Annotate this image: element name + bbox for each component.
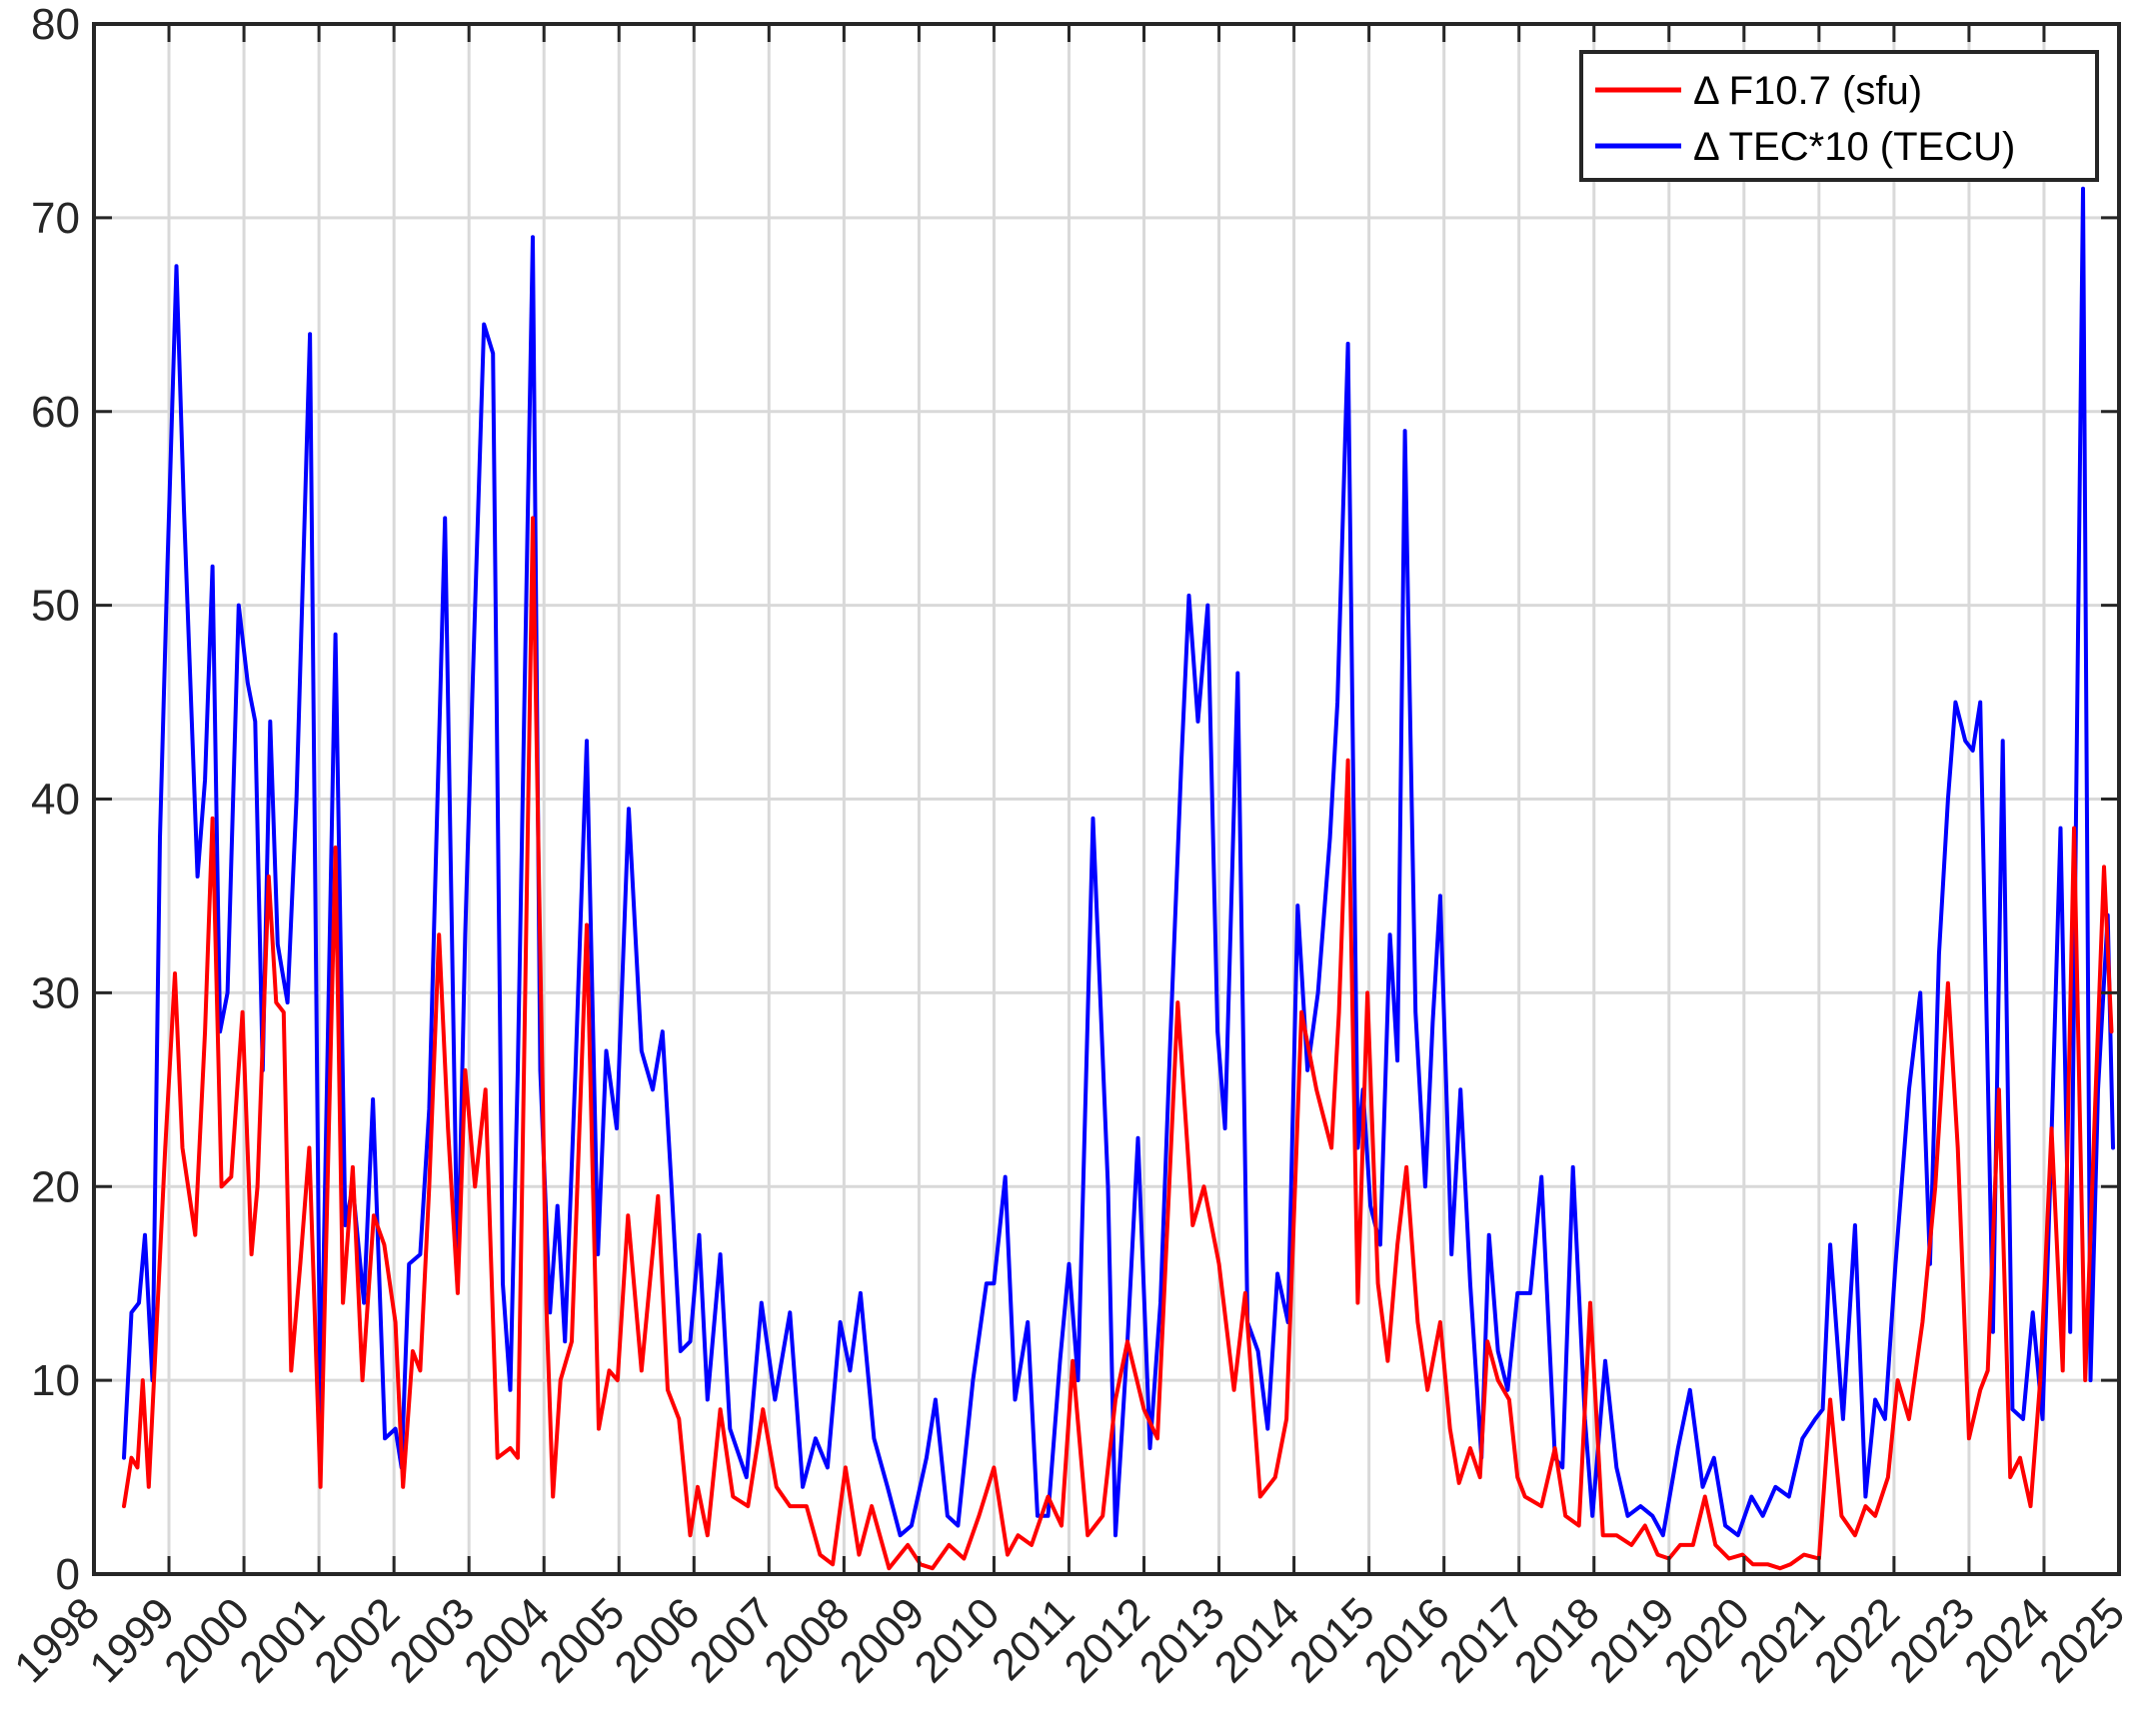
x-tick-label: 2019: [1580, 1588, 1684, 1692]
x-tick-label: 2005: [530, 1588, 634, 1692]
x-tick-label: 2018: [1505, 1588, 1609, 1692]
x-tick-label: 2023: [1880, 1588, 1984, 1692]
x-tick-label: 1998: [5, 1588, 109, 1692]
legend: Δ F10.7 (sfu) Δ TEC*10 (TECU): [1579, 50, 2099, 182]
x-tick-label: 2016: [1355, 1588, 1459, 1692]
x-tick-label: 2004: [455, 1588, 559, 1692]
series-layer: [122, 186, 2115, 1571]
y-tick-label: 30: [31, 968, 80, 1017]
y-tick-label: 70: [31, 194, 80, 243]
legend-box: [1579, 50, 2099, 182]
x-tick-label: 2015: [1280, 1588, 1384, 1692]
y-tick-label: 50: [31, 582, 80, 631]
y-tick-label: 0: [56, 1550, 80, 1599]
series-line-f107: [122, 516, 2114, 1571]
x-tick-label: 2003: [380, 1588, 484, 1692]
x-tick-label: 2001: [230, 1588, 334, 1692]
y-tick-label: 20: [31, 1162, 80, 1211]
x-tick-label: 2010: [906, 1588, 1010, 1692]
x-tick-label: 2009: [831, 1588, 935, 1692]
x-tick-label: 2011: [983, 1588, 1084, 1690]
x-tick-label: 2025: [2030, 1588, 2134, 1692]
x-tick-label: 2024: [1955, 1588, 2059, 1692]
x-tick-label: 2020: [1655, 1588, 1759, 1692]
x-tick-label: 2000: [155, 1588, 259, 1692]
y-tick-label: 10: [31, 1356, 80, 1405]
x-tick-label: 2014: [1205, 1588, 1309, 1692]
y-tick-label: 40: [31, 776, 80, 825]
x-tick-label: 1999: [80, 1588, 184, 1692]
legend-label-f107: Δ F10.7 (sfu): [1693, 69, 1922, 113]
legend-label-tec: Δ TEC*10 (TECU): [1693, 125, 2015, 169]
y-tick-label: 80: [31, 0, 80, 49]
x-tick-label: 2008: [756, 1588, 860, 1692]
x-tick-label: 2017: [1430, 1588, 1534, 1692]
x-tick-label: 2012: [1056, 1588, 1159, 1692]
x-tick-label: 2013: [1130, 1588, 1234, 1692]
x-tick-label: 2006: [606, 1588, 710, 1692]
y-tick-label: 60: [31, 388, 80, 437]
x-tick-label: 2021: [1730, 1588, 1834, 1692]
series-line-tec: [122, 186, 2115, 1538]
x-tick-label: 2002: [305, 1588, 409, 1692]
x-tick-label: 2022: [1805, 1588, 1909, 1692]
x-tick-label: 2007: [681, 1588, 785, 1692]
